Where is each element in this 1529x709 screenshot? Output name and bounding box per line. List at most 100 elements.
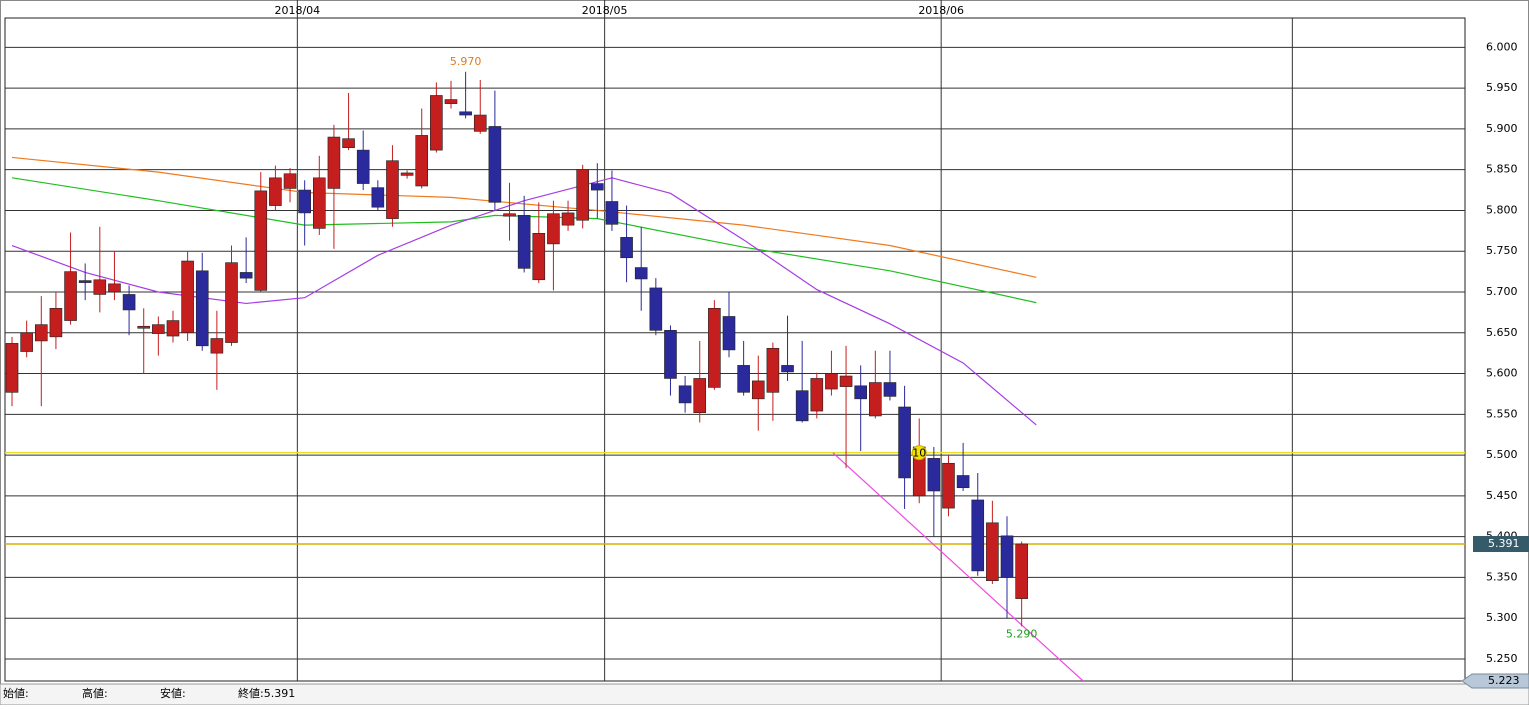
candle-body bbox=[181, 260, 194, 334]
candle-body bbox=[371, 187, 385, 208]
annotation: 5.970 bbox=[450, 55, 482, 68]
candle-body bbox=[781, 365, 794, 373]
candle-body bbox=[795, 390, 809, 422]
candle-body bbox=[986, 522, 999, 581]
candle-body bbox=[122, 294, 136, 311]
event-marker-label: 10 bbox=[912, 447, 926, 460]
candle-body bbox=[459, 111, 472, 116]
y-tick-label: 5.300 bbox=[1486, 611, 1518, 624]
candle-body bbox=[444, 99, 458, 104]
candle-body bbox=[971, 499, 985, 572]
footer-field: 高値: bbox=[82, 686, 108, 700]
candle-body bbox=[810, 378, 824, 412]
y-tick-label: 5.700 bbox=[1486, 285, 1518, 298]
candle-body bbox=[152, 324, 165, 334]
footer-field: 終値:5.391 bbox=[238, 686, 295, 700]
candle-body bbox=[93, 279, 107, 295]
line-series bbox=[832, 452, 1084, 681]
candle-body bbox=[751, 380, 765, 400]
candle-body bbox=[269, 177, 282, 206]
candle-body bbox=[708, 308, 721, 388]
candle-body bbox=[108, 283, 121, 293]
candle-body bbox=[473, 114, 487, 132]
bottom-tag bbox=[1461, 673, 1529, 689]
candle-body bbox=[64, 271, 77, 321]
candle-body bbox=[20, 332, 33, 352]
y-tick-label: 5.850 bbox=[1486, 163, 1518, 176]
y-tick-label: 5.800 bbox=[1486, 203, 1518, 216]
y-tick-label: 5.350 bbox=[1486, 570, 1518, 583]
y-tick-label: 5.950 bbox=[1486, 81, 1518, 94]
candle-body bbox=[239, 272, 253, 279]
candle-body bbox=[312, 177, 326, 229]
candle-body bbox=[283, 173, 297, 189]
candle-body bbox=[839, 375, 853, 387]
y-tick-label: 5.450 bbox=[1486, 489, 1518, 502]
bottom-tag-label: 5.223 bbox=[1488, 674, 1520, 687]
y-tick-label: 5.750 bbox=[1486, 244, 1518, 257]
candle-body bbox=[5, 343, 19, 393]
y-tick-label: 5.550 bbox=[1486, 407, 1518, 420]
annotation: 5.290 bbox=[1006, 627, 1038, 640]
candle-body bbox=[532, 232, 546, 281]
candle-body bbox=[547, 213, 560, 245]
candle-body bbox=[327, 136, 341, 189]
y-tick-label: 5.650 bbox=[1486, 326, 1518, 339]
candle-body bbox=[225, 262, 238, 343]
candle-body bbox=[927, 458, 941, 492]
candle-body bbox=[430, 95, 443, 151]
candle-body bbox=[766, 347, 780, 393]
candle-body bbox=[854, 385, 867, 400]
candle-body bbox=[517, 215, 531, 269]
candle-body bbox=[649, 287, 663, 331]
candle-body bbox=[137, 325, 151, 329]
price-tag bbox=[1473, 535, 1529, 552]
x-tick-label: 2018/06 bbox=[918, 4, 964, 17]
footer-bar bbox=[0, 683, 1529, 706]
x-tick-label: 2018/04 bbox=[274, 4, 320, 17]
candle-body bbox=[576, 169, 589, 221]
candle-body bbox=[605, 201, 619, 225]
y-tick-label: 5.900 bbox=[1486, 122, 1518, 135]
candle-body bbox=[942, 462, 955, 509]
candle-body bbox=[356, 149, 370, 184]
candle-body bbox=[883, 382, 897, 397]
price-tag-label: 5.391 bbox=[1488, 537, 1520, 550]
y-tick-label: 5.500 bbox=[1486, 448, 1518, 461]
candle-body bbox=[400, 172, 414, 176]
y-tick-label: 5.600 bbox=[1486, 367, 1518, 380]
x-tick-label: 2018/05 bbox=[582, 4, 628, 17]
candle-body bbox=[898, 406, 911, 479]
candle-body bbox=[34, 324, 48, 342]
candle-body bbox=[298, 189, 311, 214]
y-tick-label: 6.000 bbox=[1486, 40, 1518, 53]
candle-body bbox=[488, 126, 502, 203]
candle-body bbox=[386, 160, 399, 219]
candle-body bbox=[49, 308, 63, 338]
footer-field: 安値: bbox=[160, 686, 186, 700]
event-marker bbox=[911, 445, 927, 461]
candle-body bbox=[591, 183, 604, 191]
candle-body bbox=[737, 365, 750, 393]
candle-body bbox=[78, 280, 92, 283]
candle-body bbox=[956, 475, 970, 489]
candle-body bbox=[342, 138, 355, 148]
candle-body bbox=[678, 385, 692, 404]
candle-body bbox=[693, 378, 707, 414]
candle-body bbox=[825, 373, 838, 390]
candle-body bbox=[1000, 535, 1014, 578]
candle-body bbox=[722, 316, 736, 351]
candle-body bbox=[503, 213, 516, 217]
candle-body bbox=[195, 270, 209, 347]
line-series bbox=[11, 177, 1037, 304]
candle-body bbox=[634, 267, 648, 280]
y-tick-label: 5.250 bbox=[1486, 652, 1518, 665]
footer-field: 始値: bbox=[3, 686, 29, 700]
candle-body bbox=[561, 212, 575, 226]
candle-body bbox=[620, 237, 633, 259]
candle-body bbox=[254, 190, 268, 291]
candle-body bbox=[1015, 543, 1028, 599]
candle-body bbox=[664, 330, 677, 379]
candle-body bbox=[210, 338, 224, 354]
